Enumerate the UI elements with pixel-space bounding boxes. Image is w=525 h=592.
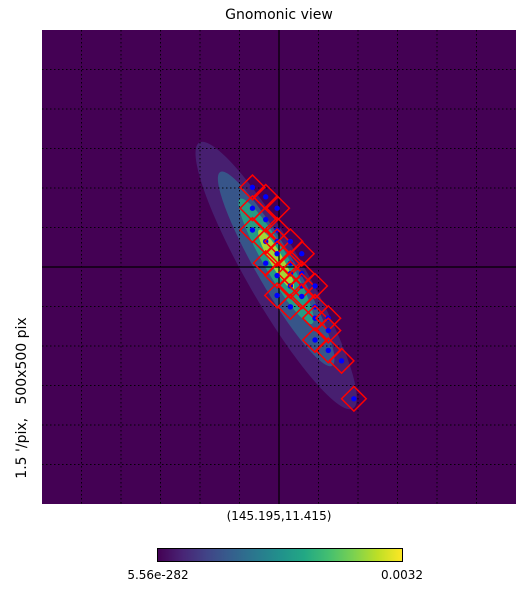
tile-center-dot bbox=[287, 238, 294, 245]
chart-title: Gnomonic view bbox=[225, 7, 333, 23]
tile-center-dot bbox=[249, 227, 256, 233]
tile-outline bbox=[340, 385, 368, 413]
colorbar bbox=[157, 548, 403, 562]
tile-center-dot bbox=[351, 396, 357, 402]
tile-center-dot bbox=[312, 337, 318, 343]
tile-outline bbox=[239, 216, 266, 244]
tile-outline bbox=[239, 194, 266, 222]
y-axis-label: 1.5 '/pix, 500x500 pix bbox=[14, 317, 30, 479]
tile-markers bbox=[239, 173, 368, 413]
tile-outline bbox=[301, 272, 329, 300]
tile-center-dot bbox=[249, 184, 256, 191]
tile-outline bbox=[288, 240, 316, 268]
tile-center-dot bbox=[263, 260, 269, 266]
tile-outline bbox=[301, 326, 329, 354]
tile-center-dot bbox=[325, 327, 331, 334]
tile-center-dot bbox=[274, 251, 280, 257]
tile-center-dot bbox=[249, 205, 256, 211]
colorbar-max-label: 0.0032 bbox=[381, 568, 423, 582]
tile-center-dot bbox=[287, 304, 294, 310]
graticule bbox=[42, 30, 516, 504]
tile-center-dot bbox=[338, 358, 345, 364]
tile-outline bbox=[276, 293, 304, 321]
tile-outline bbox=[263, 240, 291, 268]
tile-outline bbox=[263, 262, 291, 289]
center-coordinates: (145.195,11.415) bbox=[226, 509, 332, 523]
tile-center-dot bbox=[274, 205, 280, 211]
tile-center-dot bbox=[299, 293, 305, 300]
tile-center-dot bbox=[274, 272, 280, 279]
tile-outline bbox=[263, 282, 291, 309]
y-axis-label-wrap: 1.5 '/pix, 500x500 pix bbox=[2, 268, 42, 528]
tile-center-dot bbox=[263, 194, 269, 200]
tile-outline bbox=[288, 283, 316, 310]
tile-outline bbox=[314, 337, 342, 364]
tile-outline bbox=[239, 173, 266, 201]
tile-center-dot bbox=[325, 347, 331, 354]
tile-outline bbox=[328, 347, 355, 375]
tile-center-dot bbox=[299, 251, 305, 257]
gnomonic-map bbox=[42, 30, 516, 504]
colorbar-min-label: 5.56e-282 bbox=[127, 568, 189, 582]
tile-outline bbox=[314, 317, 342, 344]
tile-center-dot bbox=[274, 292, 280, 299]
tile-center-dot bbox=[312, 283, 318, 289]
tile-center-dot bbox=[263, 216, 269, 223]
